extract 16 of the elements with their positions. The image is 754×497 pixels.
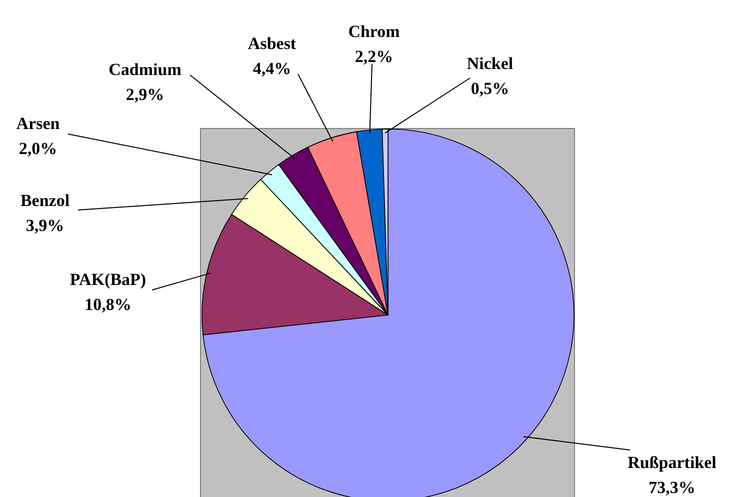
slice-label: Asbest [248,34,296,53]
slice-label: Benzol [20,191,70,210]
data-label: 2,9% [126,85,164,104]
slice-label: Chrom [348,22,400,41]
data-label: 2,0% [18,139,58,158]
slice-label: Cadmium [108,60,182,79]
data-label: 3,9% [26,216,64,235]
data-label: 73,3% [648,478,696,497]
data-label: 4,4% [252,59,292,78]
data-label: 2,2% [354,47,394,66]
data-label: 10,8% [84,295,132,314]
slice-label: PAK(BaP) [70,270,146,289]
data-label: 0,5% [470,79,510,98]
slice-label: Rußpartikel [628,453,717,472]
slice-label: Nickel [466,54,514,73]
slice-label: Arsen [16,114,60,133]
